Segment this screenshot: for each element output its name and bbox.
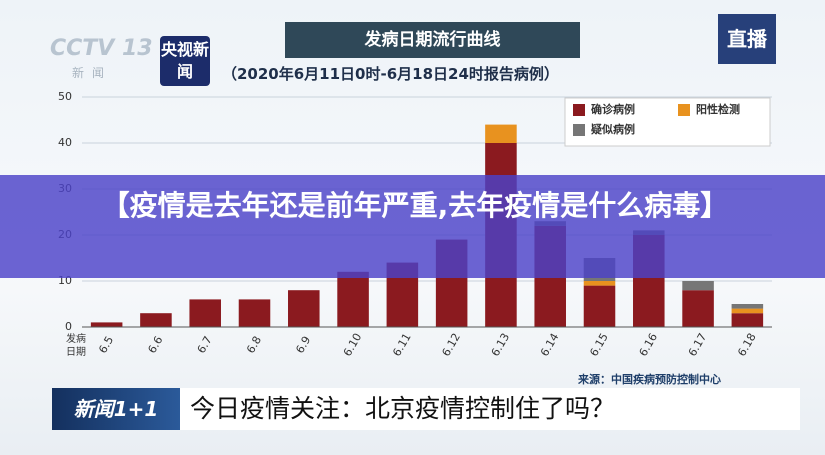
x-tick-label: 6.18 [735, 331, 759, 359]
x-tick-label: 6.16 [637, 331, 661, 359]
bar-segment [337, 271, 369, 327]
x-tick-label: 6.17 [686, 331, 710, 359]
bar-segment [682, 290, 714, 327]
x-tick-label: 6.12 [439, 331, 463, 359]
x-tick-label: 6.8 [244, 334, 264, 356]
x-tick-label: 6.14 [538, 331, 562, 359]
x-tick-label: 6.5 [96, 334, 116, 356]
bar-segment [90, 322, 123, 327]
bar-segment [189, 299, 221, 327]
x-axis-label: 发病日期 [66, 334, 86, 358]
channel-sub: 新闻 [72, 66, 113, 80]
channel-logo: CCTV 13 [50, 36, 153, 61]
x-tick-label: 6.15 [587, 331, 611, 359]
legend-swatch [573, 104, 585, 116]
chart-title: 发病日期流行曲线 [285, 22, 580, 58]
legend-label: 疑似病例 [591, 122, 635, 136]
y-tick-label: 40 [58, 136, 72, 149]
bar-segment [731, 313, 764, 327]
y-tick-label: 0 [65, 320, 72, 333]
x-tick-label: 6.9 [293, 334, 313, 356]
bar-segment [731, 304, 764, 309]
bar-segment [288, 290, 320, 327]
bar-segment [583, 281, 616, 286]
legend-box [564, 97, 771, 147]
live-badge: 直播 [718, 14, 776, 64]
x-tick-label: 6.13 [489, 331, 513, 359]
x-tick-label: 6.10 [341, 331, 365, 359]
legend-label: 阳性检测 [696, 102, 740, 116]
bar-segment [485, 124, 517, 143]
overlay-title: 【疫情是去年还是前年严重,去年疫情是什么病毒】 [101, 189, 729, 222]
overlay-banner [0, 175, 825, 278]
y-tick-label: 50 [58, 90, 72, 103]
legend-swatch [573, 124, 585, 136]
news-logo: 央视新闻 [160, 36, 210, 86]
bar-segment [731, 308, 764, 314]
source: 来源：中国疾病预防控制中心 [578, 373, 721, 386]
legend-label: 确诊病例 [591, 102, 635, 116]
chart-subtitle: （2020年6月11日0时-6月18日24时报告病例） [222, 65, 559, 83]
program-logo: 新闻1+1 [52, 388, 180, 430]
x-tick-label: 6.6 [145, 334, 165, 356]
x-tick-label: 6.11 [390, 331, 414, 359]
legend-swatch [678, 104, 690, 116]
bar-segment [583, 285, 616, 327]
bar-segment [682, 281, 714, 291]
ticker: 今日疫情关注：北京疫情控制住了吗？ [180, 388, 800, 430]
bar-segment [140, 313, 172, 327]
x-tick-label: 6.7 [195, 334, 215, 356]
bar-segment [238, 299, 271, 327]
